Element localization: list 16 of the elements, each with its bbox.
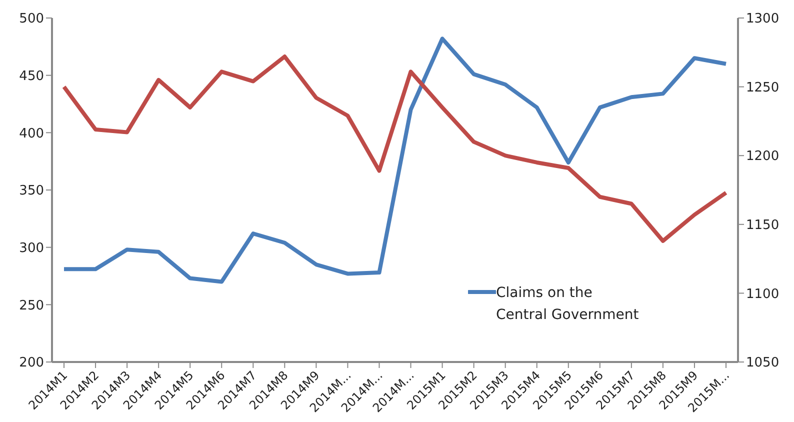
y-tick-label: 250 [19, 298, 44, 314]
y-tick-label: 350 [19, 184, 44, 199]
y-tick-label: 400 [19, 126, 44, 142]
y2-tick-label: 1150 [746, 218, 780, 234]
y2-tick-label: 1250 [746, 80, 780, 96]
y2-tick-label: 1300 [746, 12, 780, 27]
line-series [62, 54, 728, 243]
line-series [62, 36, 728, 284]
y2-tick-label: 1200 [746, 149, 780, 164]
y-tick-label: 450 [19, 68, 44, 84]
y-tick-label: 200 [19, 356, 44, 371]
y-tick-label: 300 [19, 240, 44, 256]
y-tick-label: 500 [19, 12, 44, 27]
legend-label: Claims on the Central Government [496, 284, 640, 325]
y2-tick-label: 1050 [746, 356, 780, 371]
y2-tick-label: 1100 [746, 286, 780, 302]
